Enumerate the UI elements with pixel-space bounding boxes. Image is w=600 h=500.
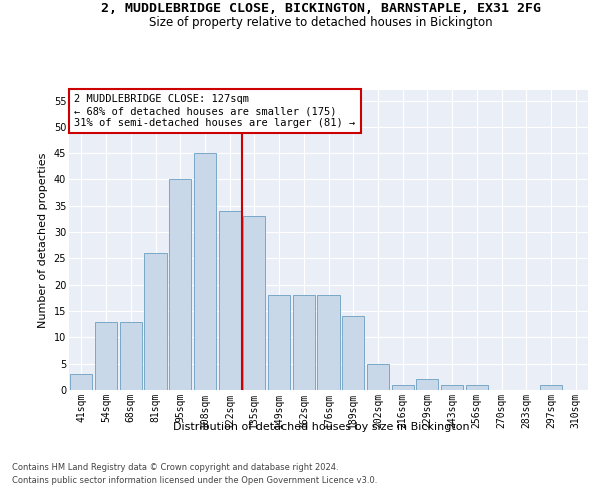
Text: Contains HM Land Registry data © Crown copyright and database right 2024.: Contains HM Land Registry data © Crown c… bbox=[12, 462, 338, 471]
Bar bbox=[218, 211, 241, 390]
Bar bbox=[342, 316, 364, 390]
Bar bbox=[169, 180, 191, 390]
Text: 2 MUDDLEBRIDGE CLOSE: 127sqm
← 68% of detached houses are smaller (175)
31% of s: 2 MUDDLEBRIDGE CLOSE: 127sqm ← 68% of de… bbox=[74, 94, 355, 128]
Text: Distribution of detached houses by size in Bickington: Distribution of detached houses by size … bbox=[173, 422, 469, 432]
Bar bbox=[317, 296, 340, 390]
Bar bbox=[194, 153, 216, 390]
Bar bbox=[119, 322, 142, 390]
Bar bbox=[243, 216, 265, 390]
Bar bbox=[441, 384, 463, 390]
Bar bbox=[416, 380, 439, 390]
Bar bbox=[367, 364, 389, 390]
Y-axis label: Number of detached properties: Number of detached properties bbox=[38, 152, 48, 328]
Text: 2, MUDDLEBRIDGE CLOSE, BICKINGTON, BARNSTAPLE, EX31 2FG: 2, MUDDLEBRIDGE CLOSE, BICKINGTON, BARNS… bbox=[101, 2, 541, 16]
Bar bbox=[268, 296, 290, 390]
Bar bbox=[540, 384, 562, 390]
Bar bbox=[392, 384, 414, 390]
Text: Size of property relative to detached houses in Bickington: Size of property relative to detached ho… bbox=[149, 16, 493, 29]
Bar bbox=[293, 296, 315, 390]
Bar bbox=[70, 374, 92, 390]
Bar bbox=[466, 384, 488, 390]
Bar bbox=[145, 253, 167, 390]
Text: Contains public sector information licensed under the Open Government Licence v3: Contains public sector information licen… bbox=[12, 476, 377, 485]
Bar bbox=[95, 322, 117, 390]
